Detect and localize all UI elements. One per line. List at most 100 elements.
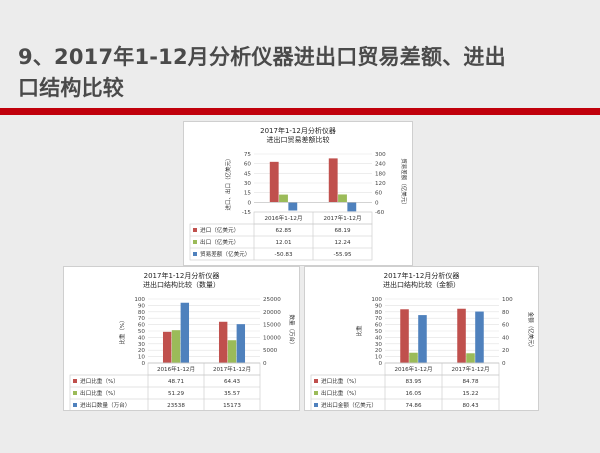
legend-label: 出口比重（%） (321, 389, 360, 397)
legend-label: 进出口数量（万台） (80, 401, 130, 409)
data-label: 12.01 (275, 240, 291, 246)
y2-tick-label: 80 (502, 310, 510, 316)
legend-label: 进口比重（%） (80, 377, 119, 385)
slide-title-line1: 9、2017年1-12月分析仪器进出口贸易差额、进出 (18, 45, 506, 69)
y2-tick-label: 40 (502, 335, 510, 341)
y-tick-label: 45 (244, 171, 252, 177)
y-tick-label: 30 (375, 342, 383, 348)
legend-swatch (193, 240, 197, 244)
data-label: 35.57 (224, 391, 240, 397)
y-tick-label: 50 (138, 329, 146, 335)
y2-tick-label: 60 (375, 191, 383, 197)
legend-label: 进口（亿美元） (200, 226, 239, 234)
legend-swatch (73, 403, 77, 407)
y-tick-label: 40 (138, 335, 146, 341)
table-body-box (69, 374, 261, 410)
data-label: 16.05 (405, 391, 421, 397)
y-tick-label: 10 (375, 355, 383, 361)
category-label: 2016年1-12月 (264, 214, 302, 222)
data-label: 23538 (167, 403, 185, 409)
table-body-box (310, 374, 500, 410)
y-tick-label: 30 (244, 181, 252, 187)
y2-tick-label: 120 (375, 181, 386, 187)
legend-label: 进口比重（%） (321, 377, 360, 385)
bar (457, 308, 466, 363)
bar (347, 202, 357, 212)
y2-tick-label: 15000 (263, 323, 281, 329)
y-tick-label: 100 (134, 297, 145, 303)
bar (218, 321, 228, 363)
y2-tick-label: 5000 (263, 348, 278, 354)
bar (171, 330, 181, 363)
y2-tick-label: 0 (375, 200, 379, 206)
y-tick-label: 0 (247, 200, 251, 206)
category-label: 2017年1-12月 (451, 365, 489, 373)
legend-swatch (193, 252, 197, 256)
y2-axis-label: 数量（万台） (288, 314, 296, 347)
y-tick-label: 70 (375, 316, 383, 322)
data-label: 12.24 (334, 240, 350, 246)
data-label: 15.22 (462, 391, 478, 397)
data-label: 15173 (223, 403, 241, 409)
y2-tick-label: 60 (502, 323, 510, 329)
y-axis-label: 比重 (355, 325, 363, 337)
y-tick-label: 100 (371, 297, 382, 303)
legend-swatch (73, 379, 77, 383)
bar (279, 194, 288, 203)
bar (418, 315, 427, 363)
y2-tick-label: 25000 (263, 297, 281, 303)
bar (409, 352, 418, 363)
y2-tick-label: 180 (375, 171, 386, 177)
y2-tick-label: 10000 (263, 335, 281, 341)
legend-swatch (314, 391, 318, 395)
y-tick-label: 40 (375, 335, 383, 341)
y-tick-label: 60 (138, 323, 146, 329)
category-label: 2016年1-12月 (394, 365, 432, 373)
y2-tick-label: 0 (502, 361, 506, 367)
data-label: 48.71 (168, 379, 184, 385)
bar (338, 194, 347, 203)
title-accent-bar (0, 108, 600, 115)
y-tick-label: 60 (375, 323, 383, 329)
data-label: -50.83 (274, 252, 292, 258)
y2-tick-label: 20 (502, 348, 510, 354)
y-axis-label: 进口、出口（亿美元） (224, 155, 232, 210)
chart-subtitle: 进出口贸易差额比较 (267, 135, 330, 144)
chart-subtitle: 进出口结构比较（数量） (143, 280, 220, 289)
y-tick-label: 90 (138, 303, 146, 309)
y-tick-label: 20 (138, 348, 146, 354)
y-axis-label: 比重（%） (118, 317, 126, 344)
chart-title: 2017年1-12月分析仪器 (384, 271, 460, 280)
y-tick-label: -15 (242, 210, 252, 216)
y2-tick-label: 240 (375, 162, 386, 168)
chart-structure-amount: 2017年1-12月分析仪器 进出口结构比较（金额） 100 90 80 70 60 50 40… (304, 266, 539, 411)
y-tick-label: 90 (375, 303, 383, 309)
legend-swatch (73, 391, 77, 395)
chart-svg: 2017年1-12月分析仪器进出口结构比较（金额）100908070605040… (310, 271, 535, 410)
y-tick-label: 75 (244, 152, 252, 158)
y-tick-label: 0 (141, 361, 145, 367)
data-label: 80.43 (462, 403, 478, 409)
y2-tick-label: 300 (375, 152, 386, 158)
y2-tick-label: 100 (502, 297, 513, 303)
bar (466, 353, 475, 363)
bar (236, 324, 246, 363)
slide-title: 9、2017年1-12月分析仪器进出口贸易差额、进出 口结构比较 (18, 42, 578, 104)
category-label: 2017年1-12月 (213, 365, 251, 373)
y-tick-label: 60 (244, 162, 252, 168)
legend-label: 出口（亿美元） (200, 238, 239, 246)
chart-title: 2017年1-12月分析仪器 (260, 126, 336, 135)
bar (162, 331, 172, 363)
y-tick-label: 0 (378, 361, 382, 367)
data-label: -55.95 (333, 252, 351, 258)
data-label: 83.95 (405, 379, 421, 385)
bar (475, 311, 484, 363)
y2-tick-label: 20000 (263, 310, 281, 316)
data-label: 84.78 (462, 379, 478, 385)
chart-subtitle: 进出口结构比较（金额） (383, 280, 460, 289)
bar (269, 161, 279, 203)
y-tick-label: 30 (138, 342, 146, 348)
y2-tick-label: 0 (263, 361, 267, 367)
